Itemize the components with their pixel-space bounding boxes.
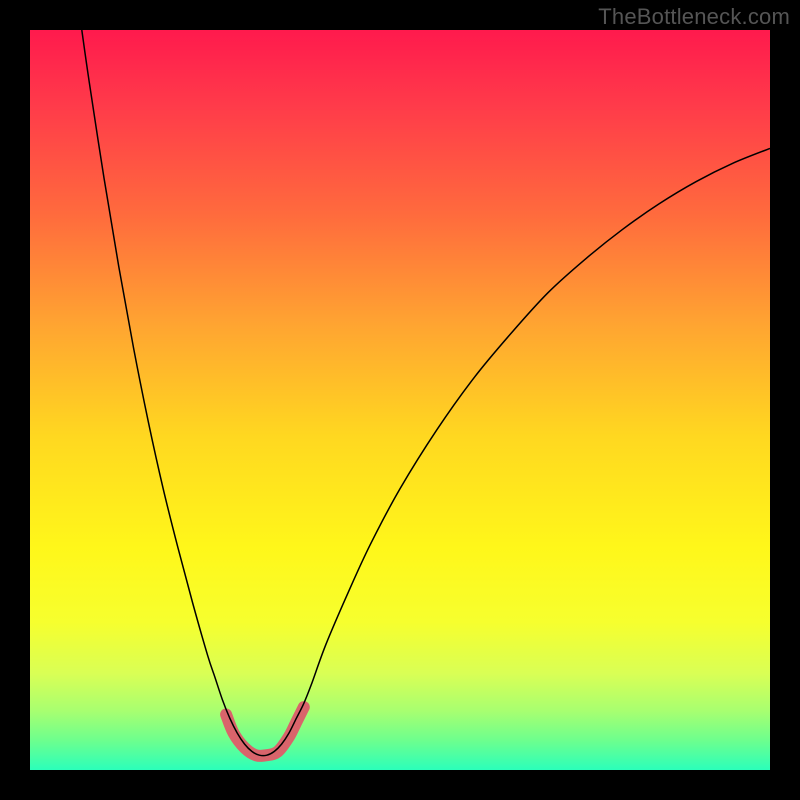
chart-plot-area <box>30 30 770 770</box>
chart-background <box>30 30 770 770</box>
bottleneck-curve-chart <box>30 30 770 770</box>
watermark-text: TheBottleneck.com <box>598 4 790 30</box>
